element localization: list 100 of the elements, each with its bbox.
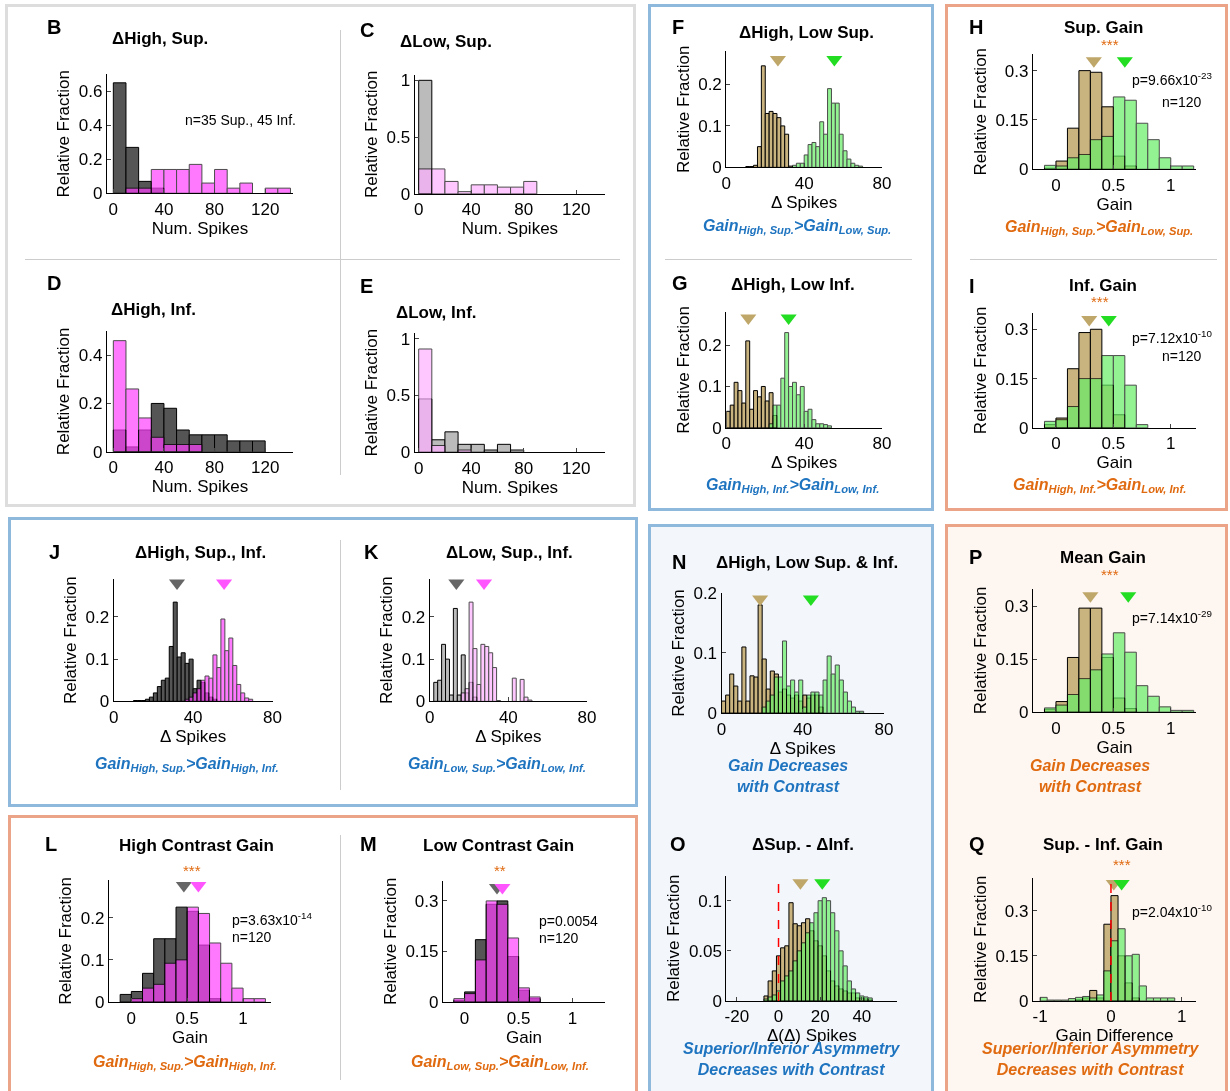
annotation: n=120 — [232, 929, 272, 945]
y-tick-label: 1 — [400, 329, 411, 349]
y-tick-label: 0.2 — [78, 394, 103, 414]
text: I — [969, 275, 975, 297]
text: *** — [1091, 293, 1109, 310]
y-tick-label: 0 — [1019, 160, 1029, 180]
y-tick-label: 0.2 — [693, 583, 718, 603]
y-axis-title: Relative Fraction — [970, 47, 990, 176]
y-tick-label: 0.3 — [414, 891, 439, 911]
text: *** — [183, 862, 201, 879]
y-tick-label: 0.1 — [698, 891, 722, 911]
annotation: n=120 — [1162, 348, 1202, 364]
y-tick-label: 0.1 — [401, 650, 426, 670]
y-axis-title: Relative Fraction — [970, 875, 990, 1004]
x-tick-label: 80 — [205, 199, 225, 219]
text: Gain Decreases with Contrast — [728, 757, 849, 795]
text: *** — [1101, 566, 1119, 583]
annotation: p=0.0054 — [539, 913, 598, 929]
chart-title: ΔHigh, Low Sup. — [739, 23, 874, 42]
x-axis-title: Δ Spikes — [160, 726, 227, 746]
x-tick-label: 1 — [1166, 718, 1176, 738]
text: Gain$_{Low, Sup.}$>Gain$_{Low, Inf.}$ — [411, 1053, 589, 1073]
annotation: n=120 — [539, 930, 579, 946]
y-tick-label: 0 — [99, 692, 110, 712]
annotation: p=7.12x10$^{-10}$ — [1132, 328, 1213, 346]
y-tick-label: 0 — [1019, 991, 1029, 1011]
x-tick-label: 120 — [562, 200, 591, 220]
x-tick-label: 80 — [205, 458, 225, 478]
chart-title: Sup. - Inf. Gain — [1043, 835, 1163, 854]
y-tick-label: 0.2 — [698, 335, 722, 355]
text: Gain$_{High, Sup.}$>Gain$_{High, Inf.}$ — [95, 755, 279, 775]
text: P — [969, 546, 983, 568]
annotation: p=7.14x10$^{-29}$ — [1132, 608, 1212, 626]
y-tick-label: 0.5 — [386, 386, 411, 406]
chart-title: ΔHigh, Sup., Inf. — [135, 543, 267, 562]
chart-title: ΔHigh, Low Inf. — [731, 275, 855, 294]
y-tick-label: 0 — [95, 992, 105, 1012]
annotation: p=2.04x10$^{-10}$ — [1132, 902, 1213, 920]
text: E — [360, 275, 374, 297]
x-axis-title: Gain — [1096, 194, 1133, 214]
x-tick-label: 40 — [154, 458, 174, 478]
chart-title: Mean Gain — [1060, 548, 1146, 567]
text: Gain$_{High, Sup.}$>Gain$_{Low, Sup.}$ — [1005, 218, 1194, 238]
y-axis-title: Relative Fraction — [54, 70, 74, 198]
chart-title: ΔLow, Sup. — [400, 32, 492, 51]
y-tick-label: 0.3 — [1004, 61, 1029, 81]
y-axis-title: Relative Fraction — [673, 45, 693, 174]
x-tick-label: 40 — [793, 719, 813, 739]
x-tick-label: 0.5 — [506, 1008, 531, 1028]
x-tick-label: 0.5 — [1101, 175, 1126, 195]
text: B — [47, 16, 62, 38]
y-tick-label: 0.3 — [1004, 320, 1029, 340]
chart-title: Sup. Gain — [1064, 18, 1144, 37]
x-tick-label: 80 — [514, 200, 534, 220]
x-tick-label: 80 — [874, 719, 894, 739]
y-axis-title: Relative Fraction — [673, 306, 693, 434]
x-tick-label: 40 — [794, 434, 814, 454]
x-tick-label: 1 — [1177, 1007, 1187, 1027]
y-axis-title: Relative Fraction — [362, 70, 382, 199]
x-axis-title: Δ Spikes — [771, 453, 838, 473]
x-tick-label: 0 — [1051, 434, 1061, 454]
y-tick-label: 0.3 — [1004, 901, 1029, 921]
annotation: n=120 — [1162, 94, 1202, 110]
x-axis-title: Num. Spikes — [151, 477, 249, 497]
y-axis-title: Relative Fraction — [970, 306, 990, 435]
x-tick-label: 80 — [577, 707, 597, 727]
y-tick-label: 0.6 — [78, 82, 103, 102]
y-tick-label: 0.2 — [85, 607, 110, 627]
x-axis-title: Num. Spikes — [151, 218, 249, 238]
y-tick-label: 0 — [712, 418, 722, 438]
text: Gain$_{High, Sup.}$>Gain$_{Low, Sup.}$ — [703, 217, 892, 237]
y-tick-label: 0 — [429, 992, 439, 1012]
y-tick-label: 0.2 — [698, 75, 722, 95]
x-tick-label: 80 — [872, 173, 892, 193]
text: H — [969, 16, 984, 38]
y-tick-label: 0 — [712, 991, 722, 1011]
x-tick-label: 120 — [250, 458, 280, 478]
text: D — [47, 272, 62, 294]
text: N — [672, 551, 687, 573]
x-tick-label: 40 — [461, 458, 481, 478]
text: L — [45, 833, 58, 855]
chart-title: ΔSup. - ΔInf. — [752, 835, 854, 854]
x-axis-title: Num. Spikes — [461, 219, 559, 239]
x-tick-label: 1 — [1166, 175, 1176, 195]
y-axis-title: Relative Fraction — [56, 877, 76, 1005]
x-tick-label: 0 — [1051, 175, 1061, 195]
y-axis-title: Relative Fraction — [664, 874, 684, 1003]
y-tick-label: 0.4 — [78, 346, 103, 366]
text: F — [672, 16, 685, 38]
y-tick-label: 0.1 — [85, 650, 110, 670]
y-tick-label: 0.1 — [698, 116, 722, 136]
annotation: p=3.63x10$^{-14}$ — [232, 910, 313, 928]
x-tick-label: 0.5 — [175, 1008, 200, 1028]
y-tick-label: 0.15 — [995, 110, 1029, 130]
x-tick-label: 0 — [459, 1008, 470, 1028]
text: M — [360, 833, 377, 855]
y-tick-label: 0.15 — [995, 946, 1029, 966]
y-axis-title: Relative Fraction — [668, 589, 688, 717]
x-tick-label: 20 — [810, 1007, 830, 1027]
x-tick-label: 120 — [562, 458, 591, 478]
